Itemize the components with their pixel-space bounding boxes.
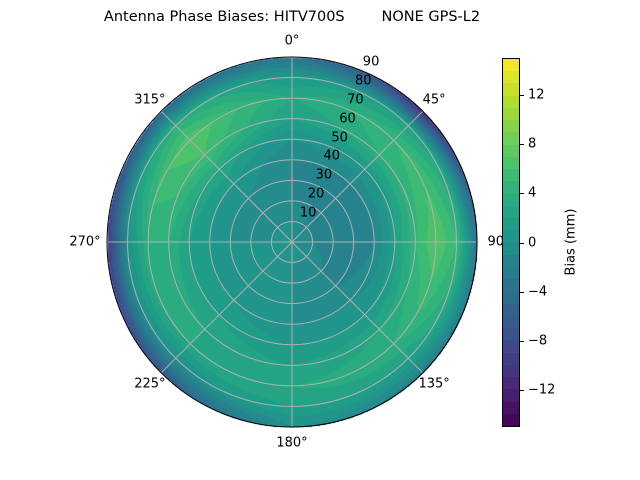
colorbar-level	[503, 375, 519, 390]
colorbar-tick	[520, 94, 524, 96]
colorbar-tick	[520, 340, 524, 342]
colorbar-level	[503, 412, 519, 426]
colorbar-tick	[520, 144, 524, 146]
colorbar-level	[503, 363, 519, 378]
colorbar-level	[503, 82, 519, 96]
colorbar-label: Bias (mm)	[563, 208, 579, 276]
colorbar-level	[503, 180, 519, 194]
colorbar-level	[503, 168, 519, 182]
colorbar-level	[503, 143, 519, 157]
colorbar-tick-label: 8	[528, 136, 537, 152]
colorbar-level	[503, 290, 519, 304]
theta-gridline	[291, 241, 424, 374]
colorbar-level	[503, 339, 519, 353]
colorbar-level	[503, 314, 519, 329]
colorbar	[502, 58, 520, 427]
colorbar-level	[503, 216, 519, 231]
colorbar-level	[503, 204, 519, 219]
colorbar-tick	[520, 291, 524, 293]
colorbar-level	[503, 155, 519, 170]
colorbar-level	[503, 119, 519, 133]
theta-gridline	[160, 241, 293, 374]
colorbar-level	[503, 94, 519, 108]
colorbar-tick	[520, 390, 524, 392]
colorbar-level	[503, 70, 519, 84]
colorbar-level	[503, 192, 519, 206]
colorbar-level	[503, 59, 519, 72]
colorbar-level	[503, 229, 519, 243]
theta-gridline	[291, 110, 424, 243]
colorbar-level	[503, 106, 519, 121]
colorbar-tick-label: 12	[528, 87, 545, 103]
theta-gridline	[160, 110, 293, 243]
colorbar-level	[503, 131, 519, 145]
colorbar-tick	[520, 193, 524, 195]
polar-frame	[106, 56, 478, 428]
colorbar-level	[503, 253, 519, 267]
colorbar-level	[503, 388, 519, 402]
chart-title: Antenna Phase Biases: HITV700S NONE GPS-…	[103, 9, 481, 25]
colorbar-level	[503, 327, 519, 341]
colorbar-tick-label: 4	[528, 185, 537, 201]
colorbar-tick-label: −4	[528, 284, 548, 300]
colorbar-tick-label: −12	[528, 382, 556, 398]
colorbar-tick-label: −8	[528, 333, 548, 349]
colorbar-level	[503, 351, 519, 365]
colorbar-tick-label: 0	[528, 235, 537, 250]
colorbar-level	[503, 400, 519, 414]
colorbar-level	[503, 302, 519, 316]
colorbar-tick	[520, 242, 524, 244]
colorbar-level	[503, 278, 519, 292]
colorbar-level	[503, 241, 519, 255]
colorbar-level	[503, 265, 519, 280]
